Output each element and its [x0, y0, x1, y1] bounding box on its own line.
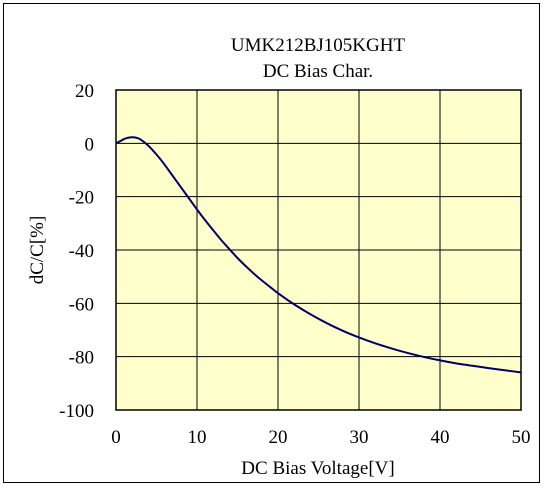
- x-tick-label: 40: [431, 427, 450, 448]
- x-tick-label: 20: [269, 427, 288, 448]
- x-tick-label: 0: [111, 427, 121, 448]
- y-tick-label: -20: [69, 188, 94, 209]
- y-tick-label: 20: [75, 81, 94, 102]
- plot-frame: [115, 89, 522, 411]
- series-line: [115, 136, 522, 374]
- chart-title: UMK212BJ105KGHT: [231, 35, 406, 56]
- y-tick-label: -60: [69, 294, 94, 315]
- y-tick-label: -100: [59, 401, 94, 422]
- y-tick-label: -80: [69, 348, 94, 369]
- y-tick-labels: 20 0 -20 -40 -60 -80 -100: [59, 81, 94, 422]
- chart-subtitle: DC Bias Char.: [263, 61, 373, 82]
- x-tick-label: 50: [512, 427, 531, 448]
- y-axis-label: dC/C[%]: [27, 216, 48, 285]
- y-tick-label: 0: [85, 134, 95, 155]
- x-tick-label: 10: [188, 427, 207, 448]
- y-tick-label: -40: [69, 241, 94, 262]
- x-tick-label: 30: [350, 427, 369, 448]
- x-tick-labels: 0 10 20 30 40 50: [111, 427, 530, 448]
- x-axis-label: DC Bias Voltage[V]: [241, 458, 394, 479]
